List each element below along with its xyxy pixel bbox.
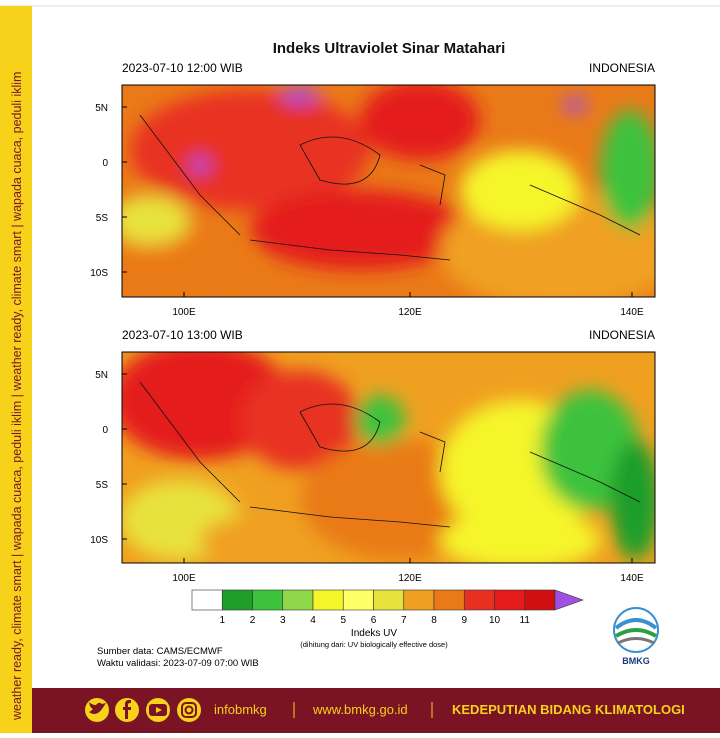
colorbar-label: 10 [489,615,501,626]
lon-label: 120E [398,307,422,318]
uv-region [122,195,190,245]
footer-department: KEDEPUTIAN BIDANG KLIMATOLOGI [452,702,685,717]
colorbar-box [342,589,374,611]
lon-label: 100E [172,307,196,318]
colorbar-label: 2 [250,615,256,626]
lat-label: 10S [90,268,108,279]
map-panel: 2023-07-10 13:00 WIB INDONESIA 5N 0 5S 10S 100… [90,328,656,584]
instagram-icon[interactable] [177,698,201,722]
validity: Waktu validasi: 2023-07-09 07:00 WIB [97,658,259,669]
colorbar-box [221,589,253,611]
colorbar-box [282,589,314,611]
colorbar-label: 8 [431,615,437,626]
uv-region [280,87,320,103]
uv-region [440,510,600,563]
sidebar [0,6,32,733]
lon-label: 100E [172,573,196,584]
coastline [139,114,641,261]
lat-label: 5S [96,213,109,224]
logo-text: BMKG [622,656,650,666]
uv-field [122,85,655,297]
lat-label: 10S [90,535,108,546]
colorbar-arrow [554,589,584,611]
colorbar-note: (dihitung dari: UV biologically effectiv… [300,640,448,649]
colorbar-label: 6 [371,615,377,626]
colorbar-label: 9 [461,615,467,626]
uv-region [200,515,320,563]
colorbar-label: 4 [310,615,316,626]
uv-region [190,157,210,173]
lat-label: 5N [95,370,108,381]
map [122,352,655,563]
colorbar-box [312,589,344,611]
colorbar-label: 11 [520,615,531,626]
colorbar-title: Indeks UV [351,628,397,639]
panels: 2023-07-10 12:00 WIB INDONESIA 5N 0 5S 10S 100… [90,61,656,584]
colorbar: 1 2 3 4 5 6 7 8 9 10 11 [191,589,584,626]
uv-region [250,190,470,270]
source: Sumber data: CAMS/ECMWF [97,646,223,657]
coastline [139,381,641,528]
colorbar-box [494,589,526,611]
uv-region [360,85,480,160]
lat-label: 0 [102,158,108,169]
colorbar-label: 3 [280,615,286,626]
colorbar-label: 5 [340,615,346,626]
panel-time: 2023-07-10 12:00 WIB [122,61,243,75]
social-icons [85,698,201,722]
sidebar-text: weather ready, climate smart | wapada cu… [10,72,24,721]
colorbar-label: 1 [219,615,225,626]
uv-region [610,440,655,560]
lat-label: 5N [95,103,108,114]
uv-field [122,352,655,563]
map-frame [121,351,656,564]
map-panel: 2023-07-10 12:00 WIB INDONESIA 5N 0 5S 10S 100… [90,61,656,318]
lon-label: 140E [620,307,644,318]
colorbar-box [252,589,284,611]
lon-label: 140E [620,573,644,584]
panel-time: 2023-07-10 13:00 WIB [122,328,243,342]
colorbar-box [191,589,223,611]
lat-label: 0 [102,425,108,436]
colorbar-label: 7 [401,615,407,626]
footer-website[interactable]: www.bmkg.go.id [312,702,408,717]
uv-region [563,97,587,113]
panel-region: INDONESIA [589,61,655,75]
colorbar-box [524,589,556,611]
colorbar-box [403,589,435,611]
colorbar-box [433,589,465,611]
map-frame [121,84,656,298]
logo [613,607,659,653]
map [122,85,655,297]
panel-region: INDONESIA [589,328,655,342]
lon-label: 120E [398,573,422,584]
footer-handle[interactable]: infobmkg [214,702,267,717]
uv-region [355,395,405,445]
uv-region [240,370,360,470]
colorbar-box [373,589,405,611]
colorbar-box [463,589,495,611]
uv-region [460,150,580,230]
uv-region [600,110,655,230]
title: Indeks Ultraviolet Sinar Matahari [273,40,506,57]
lat-label: 5S [96,480,109,491]
uv-region [130,90,370,210]
